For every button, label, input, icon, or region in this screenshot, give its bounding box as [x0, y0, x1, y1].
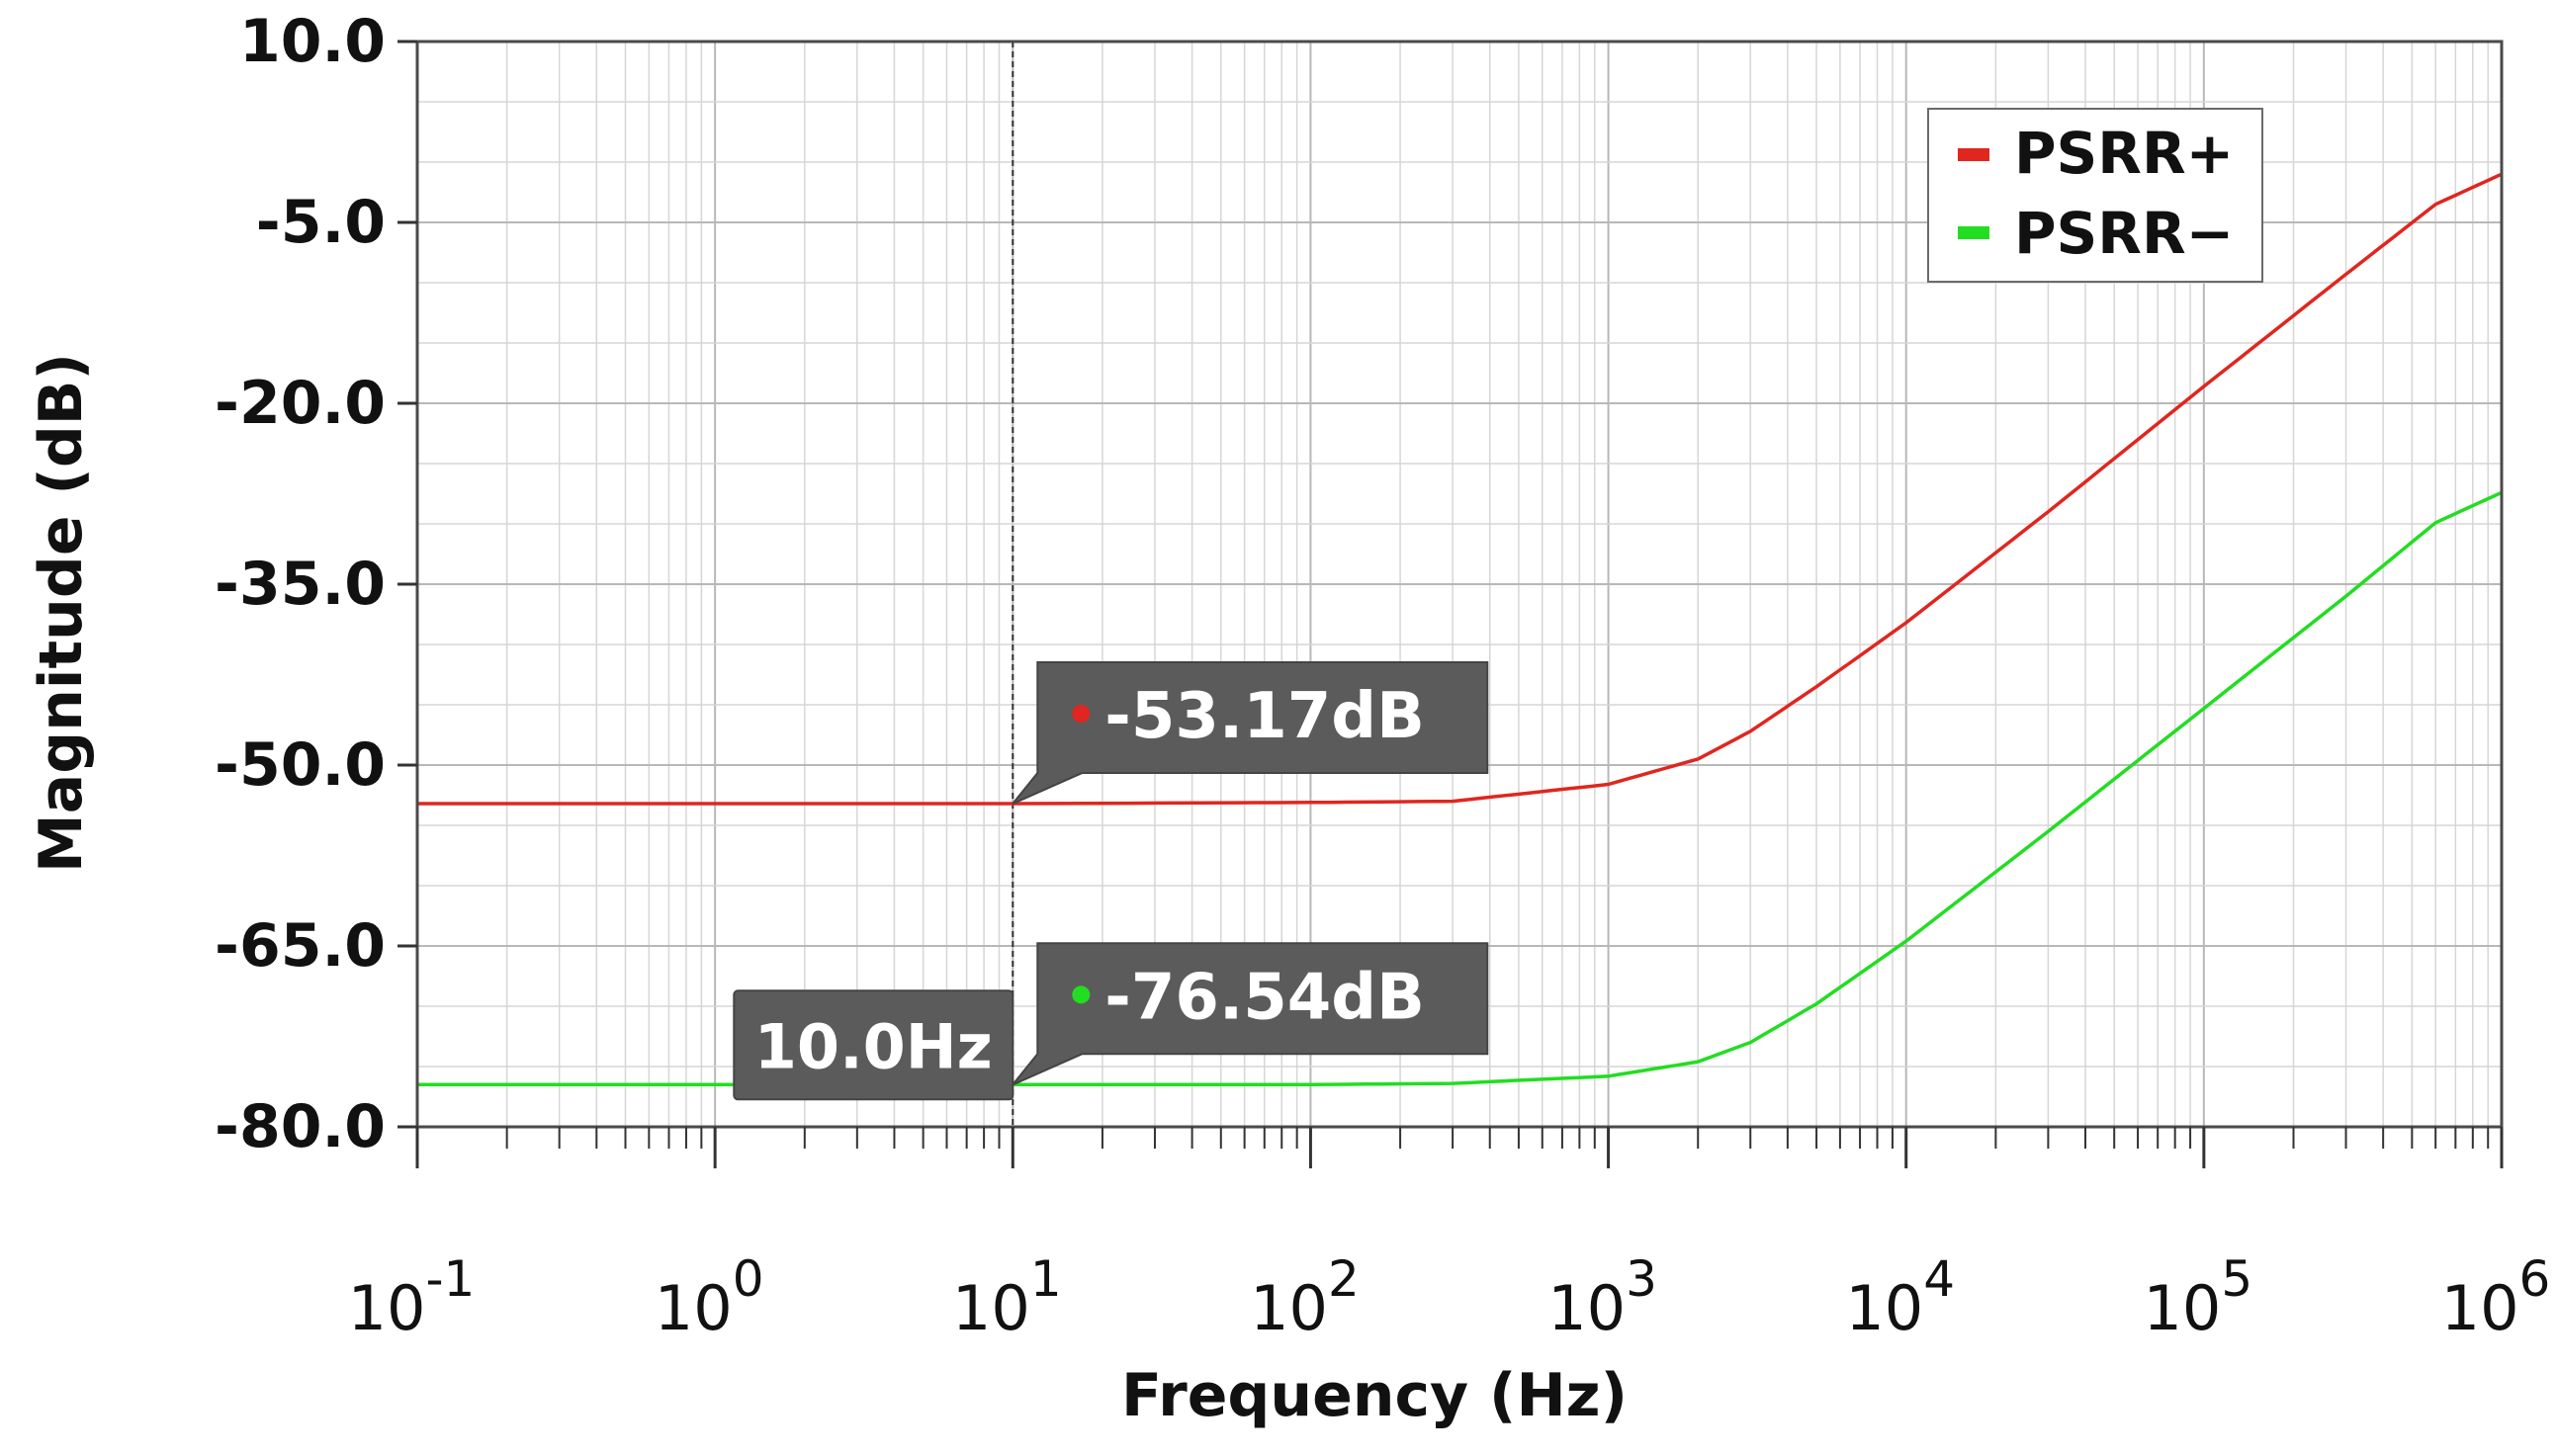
- legend-label-psrr-minus: PSRR−: [2014, 200, 2234, 267]
- x-tick-label-exponent: 6: [2519, 1250, 2551, 1308]
- annotation-callout-psrr-plus: [1012, 661, 1489, 805]
- x-tick-label: 10-1: [348, 1250, 476, 1344]
- x-tick-label: 101: [952, 1250, 1062, 1344]
- x-axis-ticks: 10-1 100 101 102 103 104 105 106: [348, 1127, 2551, 1344]
- x-tick-label-base: 10: [2143, 1272, 2221, 1344]
- annotation-label-psrr-plus: -53.17dB: [1104, 680, 1425, 753]
- x-tick-label-base: 10: [1250, 1272, 1328, 1344]
- y-tick-label: 10.0: [239, 7, 386, 76]
- series-group: [417, 172, 2503, 1087]
- x-tick-label: 104: [1845, 1250, 1955, 1344]
- cursor-label-box: [733, 989, 1014, 1101]
- x-tick-label-base: 10: [2441, 1272, 2519, 1344]
- annotation-label-psrr-minus: -76.54dB: [1104, 961, 1425, 1034]
- legend-box: [1927, 108, 2263, 283]
- x-tick-label-base: 10: [952, 1272, 1030, 1344]
- y-tick-label: -50.0: [215, 730, 386, 800]
- y-tick-label: -65.0: [215, 911, 386, 981]
- x-tick-label-exponent: 5: [2221, 1250, 2252, 1308]
- x-tick-label-exponent: 3: [1626, 1250, 1657, 1308]
- y-tick-label: -35.0: [215, 550, 386, 619]
- x-tick-label: 105: [2143, 1250, 2252, 1344]
- annotation-dot-psrr-minus: [1072, 985, 1091, 1004]
- x-tick-label-base: 10: [348, 1272, 426, 1344]
- y-tick-label: -80.0: [215, 1092, 386, 1161]
- series-line-psrr-minus: [417, 490, 2503, 1087]
- series-line-psrr-plus: [417, 172, 2503, 806]
- y-tick-label: -20.0: [215, 369, 386, 438]
- x-tick-label-exponent: 2: [1328, 1250, 1360, 1308]
- x-tick-label-exponent: -1: [426, 1250, 476, 1308]
- x-tick-label: 103: [1547, 1250, 1657, 1344]
- x-tick-label-exponent: 4: [1923, 1250, 1955, 1308]
- y-axis-ticks: 10.0 -5.0 -20.0 -35.0 -50.0 -65.0 -80.0: [215, 7, 417, 1161]
- x-axis-title: Frequency (Hz): [1121, 1361, 1628, 1430]
- y-axis-title: Magnitude (dB): [27, 353, 96, 873]
- cursor-label-text: 10.0Hz: [754, 1010, 993, 1082]
- legend-swatch-psrr-minus: [1958, 226, 1989, 239]
- legend-swatch-psrr-plus: [1958, 148, 1989, 161]
- legend-label-psrr-plus: PSRR+: [2014, 120, 2234, 187]
- x-tick-label: 102: [1250, 1250, 1360, 1344]
- y-tick-label: -5.0: [256, 188, 386, 257]
- x-tick-label-base: 10: [1547, 1272, 1626, 1344]
- x-tick-label-base: 10: [655, 1272, 733, 1344]
- x-tick-label-exponent: 0: [733, 1250, 764, 1308]
- legend: PSRR+ PSRR−: [1927, 108, 2263, 283]
- x-tick-label-base: 10: [1845, 1272, 1923, 1344]
- annotation-dot-psrr-plus: [1072, 705, 1091, 724]
- x-tick-label-exponent: 1: [1030, 1250, 1062, 1308]
- annotation-group: -53.17dB -76.54dB 10.0Hz: [733, 661, 1489, 1101]
- annotation-callout-psrr-minus: [1012, 942, 1489, 1086]
- x-tick-label: 100: [655, 1250, 764, 1344]
- x-tick-label: 106: [2441, 1250, 2551, 1344]
